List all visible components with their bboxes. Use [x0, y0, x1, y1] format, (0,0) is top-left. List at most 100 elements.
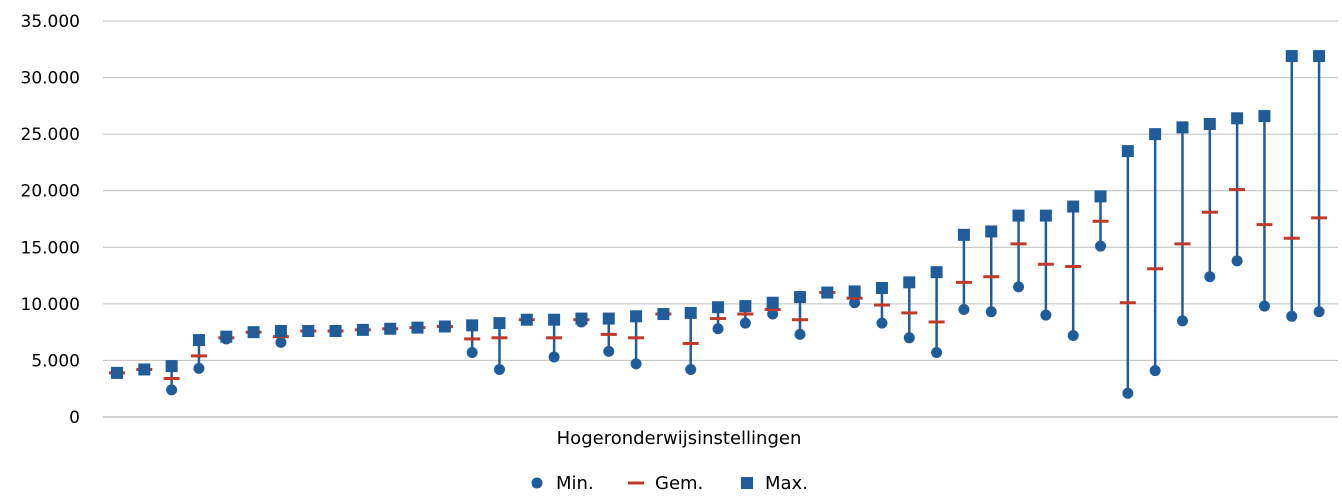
y-axis-tick-labels: 0 5.000 10.000 15.000 20.000 25.000 30.000 35.0… [21, 12, 80, 428]
gem-mark [929, 320, 945, 323]
min-point [1259, 301, 1270, 312]
legend-min-marker [532, 478, 543, 489]
min-point [494, 364, 505, 375]
max-point [1149, 128, 1161, 140]
gem-mark [191, 354, 207, 357]
gem-mark [983, 275, 999, 278]
y-tick-label: 35.000 [21, 12, 80, 32]
grid-lines [103, 21, 1338, 417]
min-point [1232, 255, 1243, 266]
max-point [685, 307, 697, 319]
max-point [931, 266, 943, 278]
max-point [1258, 110, 1270, 122]
max-point [821, 287, 833, 299]
min-point [958, 304, 969, 315]
min-point [193, 363, 204, 374]
gem-mark [1065, 265, 1081, 268]
gem-mark [956, 281, 972, 284]
max-point [248, 326, 260, 338]
min-point [1122, 388, 1133, 399]
legend: Min. Gem. Max. [532, 473, 808, 494]
gem-mark [874, 303, 890, 306]
min-point [685, 364, 696, 375]
max-point [302, 325, 314, 337]
y-tick-label: 25.000 [21, 125, 80, 145]
gem-mark [1202, 211, 1218, 214]
gem-mark [628, 336, 644, 339]
max-point [657, 308, 669, 320]
gem-mark [1229, 188, 1245, 191]
max-point [111, 367, 123, 379]
max-point [220, 331, 232, 343]
gem-mark [491, 336, 507, 339]
max-point [521, 314, 533, 326]
min-point [275, 337, 286, 348]
y-tick-label: 5.000 [31, 351, 80, 371]
y-tick-label: 15.000 [21, 238, 80, 258]
max-point [603, 313, 615, 325]
max-point [1122, 145, 1134, 157]
max-point [712, 301, 724, 313]
min-point [740, 318, 751, 329]
gem-mark [1174, 242, 1190, 245]
legend-max-marker [741, 477, 753, 489]
min-point [795, 329, 806, 340]
min-point [986, 306, 997, 317]
min-point [1068, 330, 1079, 341]
y-tick-label: 30.000 [21, 69, 80, 89]
gem-mark [1256, 223, 1272, 226]
min-point [166, 384, 177, 395]
gem-mark [1120, 301, 1136, 304]
max-point [1095, 190, 1107, 202]
max-point [876, 282, 888, 294]
min-point [1095, 241, 1106, 252]
max-point [466, 319, 478, 331]
gem-mark [1147, 267, 1163, 270]
gem-mark [792, 318, 808, 321]
min-point [1013, 281, 1024, 292]
min-point [904, 332, 915, 343]
y-tick-label: 20.000 [21, 182, 80, 202]
max-point [275, 325, 287, 337]
gem-mark [901, 311, 917, 314]
max-point [958, 229, 970, 241]
min-point [603, 346, 614, 357]
min-point [1204, 271, 1215, 282]
max-point [1204, 118, 1216, 130]
min-point [876, 318, 887, 329]
max-point [166, 360, 178, 372]
y-tick-label: 0 [69, 408, 80, 428]
legend-label-gem: Gem. [655, 473, 703, 494]
gem-mark [1284, 237, 1300, 240]
max-point [1176, 121, 1188, 133]
max-point [384, 323, 396, 335]
gem-mark [464, 337, 480, 340]
gem-mark [164, 377, 180, 380]
min-point [631, 358, 642, 369]
min-point [549, 352, 560, 363]
max-point [985, 225, 997, 237]
max-point [138, 363, 150, 375]
max-point [1040, 210, 1052, 222]
data-marks [109, 50, 1327, 399]
max-point [193, 334, 205, 346]
max-point [439, 320, 451, 332]
max-point [767, 297, 779, 309]
max-point [630, 310, 642, 322]
max-point [493, 317, 505, 329]
gem-mark [737, 313, 753, 316]
max-point [1286, 50, 1298, 62]
min-point [1286, 311, 1297, 322]
min-point [931, 347, 942, 358]
max-point [739, 300, 751, 312]
max-point [412, 322, 424, 334]
gem-mark [710, 317, 726, 320]
max-point [903, 276, 915, 288]
x-axis-label: Hogeronderwijsinstellingen [557, 428, 802, 449]
max-point [1013, 210, 1025, 222]
gem-mark [683, 342, 699, 345]
max-point [849, 285, 861, 297]
max-point [357, 324, 369, 336]
max-point [1067, 201, 1079, 213]
